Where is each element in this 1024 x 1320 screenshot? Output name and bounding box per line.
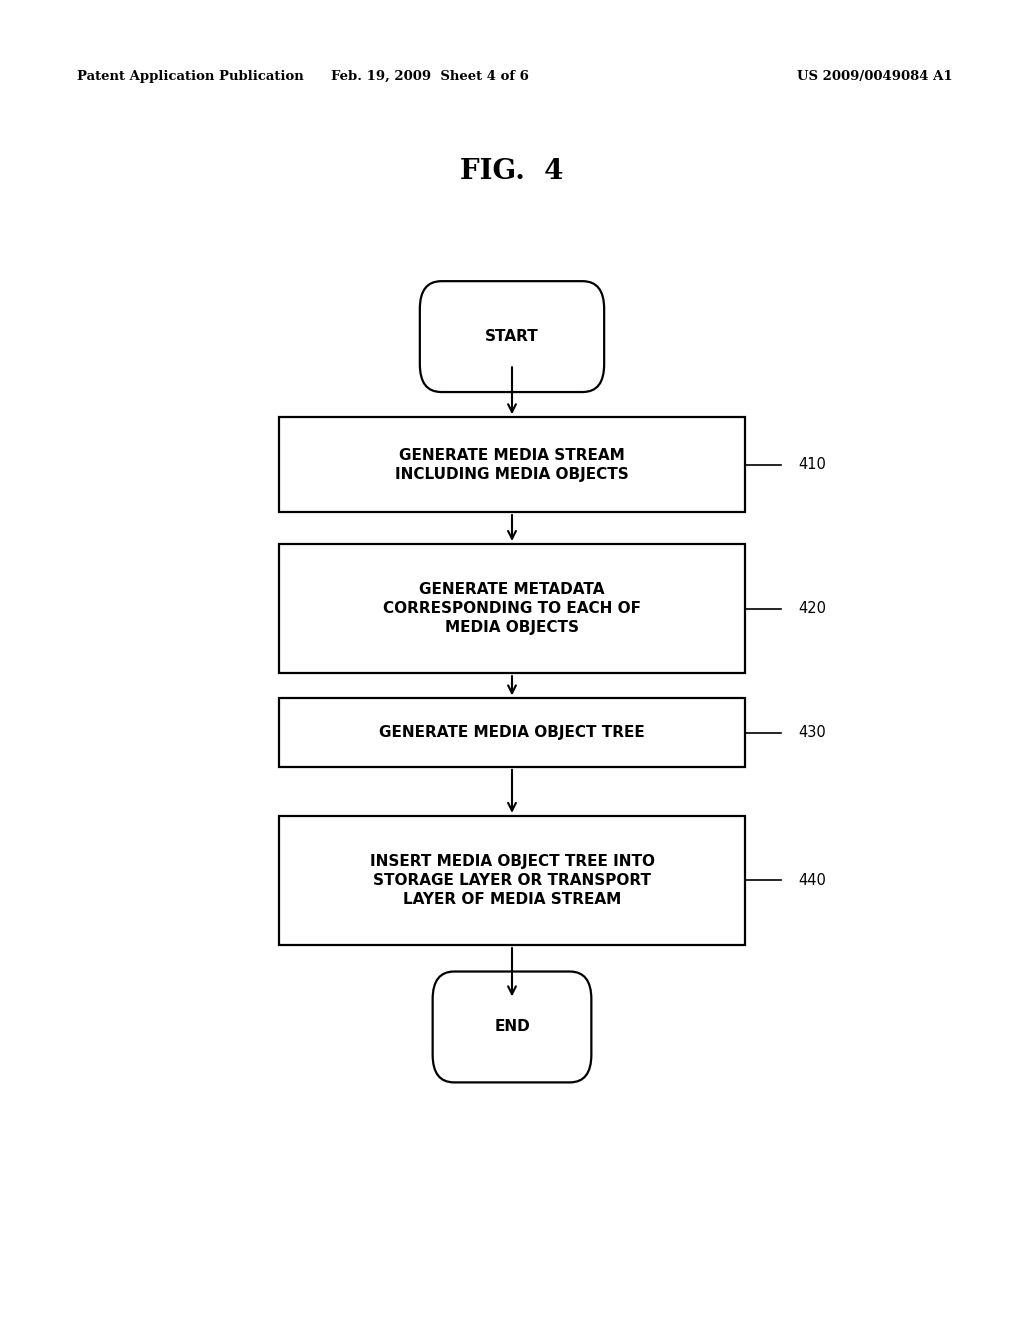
Text: START: START [485, 329, 539, 345]
Text: INSERT MEDIA OBJECT TREE INTO
STORAGE LAYER OR TRANSPORT
LAYER OF MEDIA STREAM: INSERT MEDIA OBJECT TREE INTO STORAGE LA… [370, 854, 654, 907]
Text: 410: 410 [799, 457, 826, 473]
FancyBboxPatch shape [279, 544, 745, 673]
Text: GENERATE MEDIA STREAM
INCLUDING MEDIA OBJECTS: GENERATE MEDIA STREAM INCLUDING MEDIA OB… [395, 447, 629, 482]
Text: Patent Application Publication: Patent Application Publication [77, 70, 303, 83]
FancyBboxPatch shape [279, 417, 745, 512]
Text: GENERATE MEDIA OBJECT TREE: GENERATE MEDIA OBJECT TREE [379, 725, 645, 741]
Text: 420: 420 [799, 601, 826, 616]
FancyBboxPatch shape [279, 816, 745, 945]
Text: US 2009/0049084 A1: US 2009/0049084 A1 [797, 70, 952, 83]
FancyBboxPatch shape [279, 698, 745, 767]
FancyBboxPatch shape [432, 972, 592, 1082]
FancyBboxPatch shape [420, 281, 604, 392]
Text: Feb. 19, 2009  Sheet 4 of 6: Feb. 19, 2009 Sheet 4 of 6 [331, 70, 529, 83]
Text: 440: 440 [799, 873, 826, 888]
Text: END: END [495, 1019, 529, 1035]
Text: 430: 430 [799, 725, 826, 741]
Text: GENERATE METADATA
CORRESPONDING TO EACH OF
MEDIA OBJECTS: GENERATE METADATA CORRESPONDING TO EACH … [383, 582, 641, 635]
Text: FIG.  4: FIG. 4 [461, 158, 563, 185]
